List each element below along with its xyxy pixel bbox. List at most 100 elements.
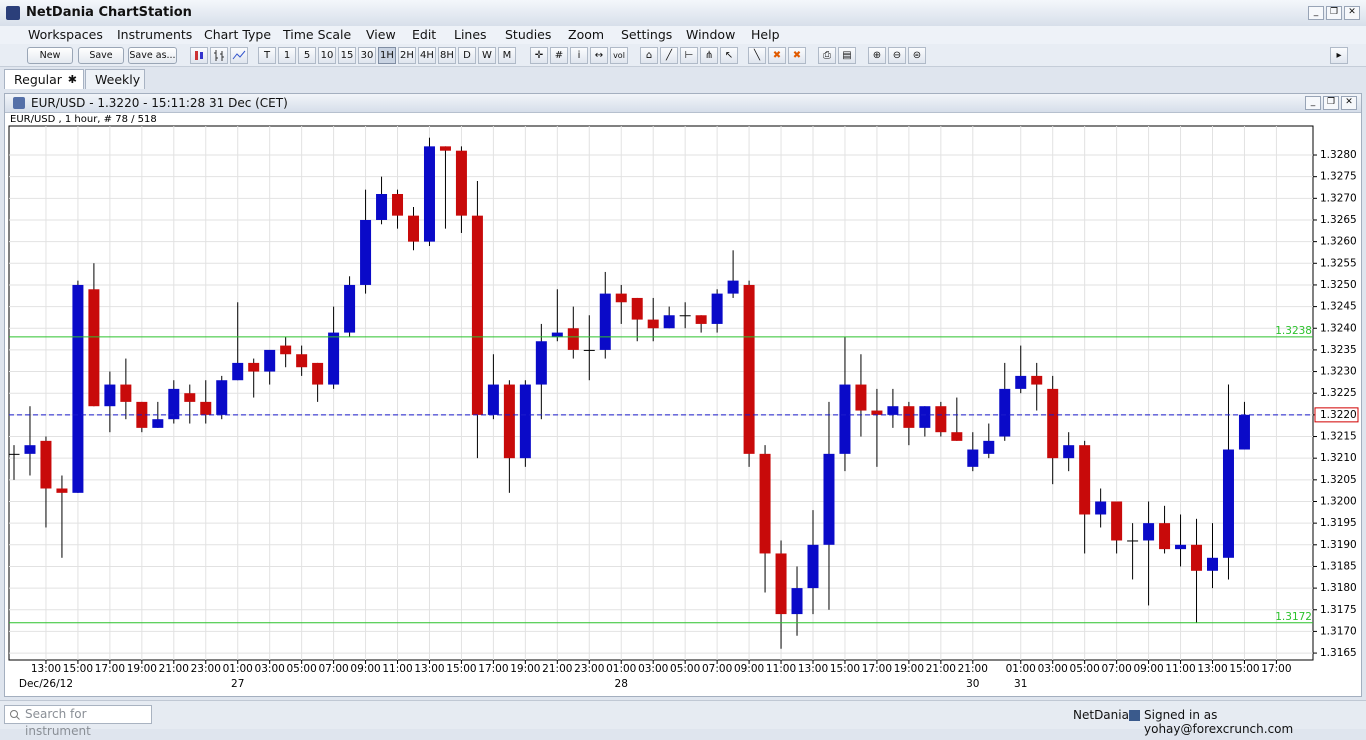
window-close[interactable]: ✕	[1341, 96, 1357, 110]
interval-button[interactable]: W	[478, 47, 496, 64]
candle-body	[1111, 501, 1123, 541]
tool-zoom-in[interactable]: ⊕	[868, 47, 886, 64]
interval-button[interactable]: T	[258, 47, 276, 64]
tool-pointer[interactable]: ↖	[720, 47, 738, 64]
tab-label: Weekly	[95, 72, 141, 87]
tool-arrows[interactable]: ↔	[590, 47, 608, 64]
x-tick-label: 15:00	[1229, 663, 1259, 675]
x-tick-label: 17:00	[862, 663, 892, 675]
menu-item[interactable]: Chart Type	[204, 27, 272, 42]
status-indicator	[1129, 710, 1140, 721]
menu-item[interactable]: Lines	[454, 27, 487, 42]
tab-close[interactable]: ✱	[67, 73, 77, 86]
y-tick-label: 1.3215	[1320, 431, 1357, 443]
tab[interactable]: Weekly	[85, 69, 145, 89]
x-tick-label: 21:00	[542, 663, 572, 675]
tool-panel[interactable]: ▸	[1330, 47, 1348, 64]
menu-item[interactable]: View	[366, 27, 396, 42]
x-tick-label: 05:00	[287, 663, 317, 675]
tab[interactable]: Regular ✱	[4, 69, 84, 89]
interval-button[interactable]: 5	[298, 47, 316, 64]
toolbar-button[interactable]: Save	[78, 47, 124, 64]
menu-item[interactable]: Help	[751, 27, 780, 42]
menu-item[interactable]: Edit	[412, 27, 437, 42]
tool-trend[interactable]: ╱	[660, 47, 678, 64]
tool-grid[interactable]: #	[550, 47, 568, 64]
menu-item[interactable]: Time Scale	[283, 27, 352, 42]
tool-zoom-out[interactable]: ⊖	[888, 47, 906, 64]
tool-info[interactable]: i	[570, 47, 588, 64]
interval-button[interactable]: D	[458, 47, 476, 64]
candle-body	[919, 406, 931, 428]
interval-button[interactable]: 1	[278, 47, 296, 64]
tool-zoom-reset[interactable]: ⊜	[908, 47, 926, 64]
x-date-label: 28	[615, 678, 628, 690]
y-tick-label: 1.3175	[1320, 604, 1357, 616]
x-tick-label: 13:00	[31, 663, 61, 675]
x-tick-label: 09:00	[350, 663, 380, 675]
candle-body	[1031, 375, 1043, 385]
candle-body	[24, 445, 36, 454]
menu-item[interactable]: Studies	[505, 27, 552, 42]
y-tick-label: 1.3245	[1320, 301, 1357, 313]
y-tick-label: 1.3170	[1320, 625, 1357, 637]
level-label: 1.3238	[1275, 325, 1312, 337]
window-restore[interactable]: ❐	[1323, 96, 1339, 110]
interval-button[interactable]: M	[498, 47, 516, 64]
tool-line[interactable]	[230, 47, 248, 64]
interval-button[interactable]: 10	[318, 47, 336, 64]
provider: NetDania	[1073, 708, 1129, 722]
menu-item[interactable]: Window	[686, 27, 736, 42]
candle-body	[951, 432, 963, 441]
tool-volume[interactable]: vol	[610, 47, 628, 64]
candle-body	[791, 588, 803, 615]
window-minimize[interactable]: _	[1305, 96, 1321, 110]
candle-body	[503, 384, 515, 459]
tool-bell[interactable]: ⌂	[640, 47, 658, 64]
menu-item[interactable]: Instruments	[117, 27, 193, 42]
restore[interactable]: ❐	[1326, 6, 1342, 20]
candle-body	[567, 328, 579, 350]
tool-delete[interactable]: ✖	[768, 47, 786, 64]
interval-button[interactable]: 30	[358, 47, 376, 64]
close[interactable]: ✕	[1344, 6, 1360, 20]
tool-fan[interactable]: ⋔	[700, 47, 718, 64]
tool-preview[interactable]: ▤	[838, 47, 856, 64]
tool-delete-all[interactable]: ✖	[788, 47, 806, 64]
tool-fib[interactable]: ⊢	[680, 47, 698, 64]
candle-body	[887, 406, 899, 415]
chart-window-title: EUR/USD - 1.3220 - 15:11:28 31 Dec (CET)	[31, 96, 288, 110]
interval-button[interactable]: 2H	[398, 47, 416, 64]
menu-item[interactable]: Zoom	[568, 27, 605, 42]
tool-candles[interactable]	[190, 47, 208, 64]
tool-bars[interactable]	[210, 47, 228, 64]
candle-body	[599, 293, 611, 350]
toolbar-button[interactable]: New	[27, 47, 73, 64]
candle-body	[376, 193, 388, 220]
tool-print[interactable]: ⎙	[818, 47, 836, 64]
minimize[interactable]: _	[1308, 6, 1324, 20]
search-placeholder: Search for instrument	[25, 707, 91, 738]
search-input[interactable]: Search for instrument	[4, 705, 152, 738]
candle-body	[152, 419, 164, 428]
y-tick-label: 1.3235	[1320, 344, 1357, 356]
interval-button[interactable]: 4H	[418, 47, 436, 64]
x-tick-label: 07:00	[318, 663, 348, 675]
interval-button[interactable]: 8H	[438, 47, 456, 64]
toolbar-button[interactable]: Save as...	[128, 47, 177, 64]
menu-item[interactable]: Settings	[621, 27, 673, 42]
x-tick-label: 07:00	[1101, 663, 1131, 675]
interval-button[interactable]: 1H	[378, 47, 396, 64]
x-tick-label: 15:00	[830, 663, 860, 675]
candle-body	[408, 215, 419, 242]
menu-item[interactable]: Workspaces	[28, 27, 103, 42]
y-tick-label: 1.3165	[1320, 647, 1357, 659]
candle-body	[88, 289, 100, 407]
tool-draw[interactable]: ╲	[748, 47, 766, 64]
x-tick-label: 19:00	[894, 663, 924, 675]
icon	[195, 51, 203, 60]
interval-button[interactable]: 15	[338, 47, 356, 64]
candle-body	[280, 345, 292, 355]
x-tick-label: 11:00	[382, 663, 412, 675]
tool-cross[interactable]: ✛	[530, 47, 548, 64]
